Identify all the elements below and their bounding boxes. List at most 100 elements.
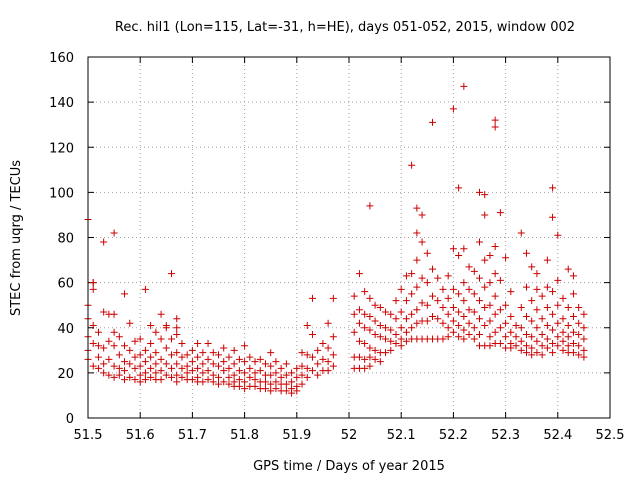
- data-point: [402, 315, 410, 323]
- y-tick-labels: 0 20 40 60 80 100 120 140 160: [49, 51, 74, 427]
- data-point: [94, 342, 102, 350]
- data-point: [382, 324, 390, 332]
- data-point: [554, 342, 562, 350]
- data-point: [355, 319, 363, 327]
- data-point: [225, 373, 233, 381]
- data-point: [387, 310, 395, 318]
- data-point: [376, 321, 384, 329]
- data-point: [105, 337, 113, 345]
- data-point: [486, 279, 494, 287]
- data-point: [533, 324, 541, 332]
- data-point: [429, 312, 437, 320]
- data-point: [491, 270, 499, 278]
- data-point: [575, 331, 583, 339]
- data-point: [481, 211, 489, 219]
- data-point: [308, 331, 316, 339]
- data-point: [502, 333, 510, 341]
- data-point: [575, 342, 583, 350]
- data-point: [126, 346, 134, 354]
- data-point: [538, 292, 546, 300]
- data-point: [319, 355, 327, 363]
- data-point: [110, 229, 118, 237]
- data-point: [481, 283, 489, 291]
- data-point: [131, 353, 139, 361]
- data-point: [564, 342, 572, 350]
- data-point: [496, 324, 504, 332]
- data-point: [141, 346, 149, 354]
- data-point: [361, 340, 369, 348]
- data-point: [303, 321, 311, 329]
- data-point: [507, 344, 515, 352]
- data-point: [439, 319, 447, 327]
- data-point: [533, 337, 541, 345]
- data-point: [376, 358, 384, 366]
- data-point: [476, 238, 483, 246]
- data-point: [329, 362, 337, 370]
- data-point: [476, 188, 483, 196]
- data-point: [455, 308, 463, 316]
- data-point: [324, 344, 332, 352]
- data-point: [241, 385, 249, 393]
- data-point: [194, 353, 202, 361]
- data-point: [460, 245, 468, 253]
- data-point: [194, 340, 202, 348]
- data-point: [241, 369, 249, 377]
- data-point: [397, 308, 405, 316]
- y-tick-label: 60: [57, 277, 74, 292]
- data-point: [215, 380, 222, 388]
- data-point: [246, 364, 254, 372]
- data-point: [543, 303, 551, 311]
- data-point: [366, 294, 374, 302]
- data-point: [559, 346, 567, 354]
- data-point: [486, 252, 494, 260]
- data-point: [481, 321, 489, 329]
- data-point: [382, 335, 390, 343]
- data-point: [162, 324, 170, 332]
- data-point: [423, 301, 431, 309]
- data-point: [110, 310, 118, 318]
- data-point: [105, 355, 113, 363]
- data-point: [522, 331, 530, 339]
- data-point: [168, 270, 176, 278]
- data-point: [147, 373, 155, 381]
- data-point: [121, 367, 129, 375]
- y-tick-label: 40: [57, 322, 74, 337]
- data-point: [94, 353, 102, 361]
- data-point: [246, 353, 254, 361]
- data-point: [89, 285, 97, 293]
- data-point: [554, 319, 562, 327]
- data-point: [308, 353, 316, 361]
- data-point: [371, 355, 379, 363]
- data-point: [496, 306, 504, 314]
- data-point: [204, 367, 212, 375]
- data-point: [89, 340, 97, 348]
- data-point: [392, 297, 400, 305]
- data-point: [230, 371, 238, 379]
- data-point: [444, 272, 452, 280]
- data-point: [470, 267, 478, 275]
- data-point: [569, 312, 577, 320]
- data-point: [168, 373, 176, 381]
- data-point: [267, 387, 275, 395]
- data-point: [152, 369, 160, 377]
- data-point: [517, 337, 525, 345]
- data-point: [554, 231, 562, 239]
- data-point: [89, 362, 97, 370]
- data-point: [361, 355, 369, 363]
- data-point: [241, 342, 249, 350]
- data-point: [460, 326, 468, 334]
- data-point: [241, 378, 249, 386]
- data-point: [204, 376, 212, 384]
- data-point: [533, 285, 541, 293]
- data-point: [449, 328, 457, 336]
- data-point: [141, 376, 149, 384]
- data-point: [491, 123, 499, 131]
- data-point: [580, 335, 588, 343]
- data-point: [382, 349, 390, 357]
- data-point: [361, 364, 369, 372]
- data-point: [564, 321, 572, 329]
- data-point: [580, 353, 588, 361]
- data-point: [512, 321, 520, 329]
- data-point: [434, 297, 442, 305]
